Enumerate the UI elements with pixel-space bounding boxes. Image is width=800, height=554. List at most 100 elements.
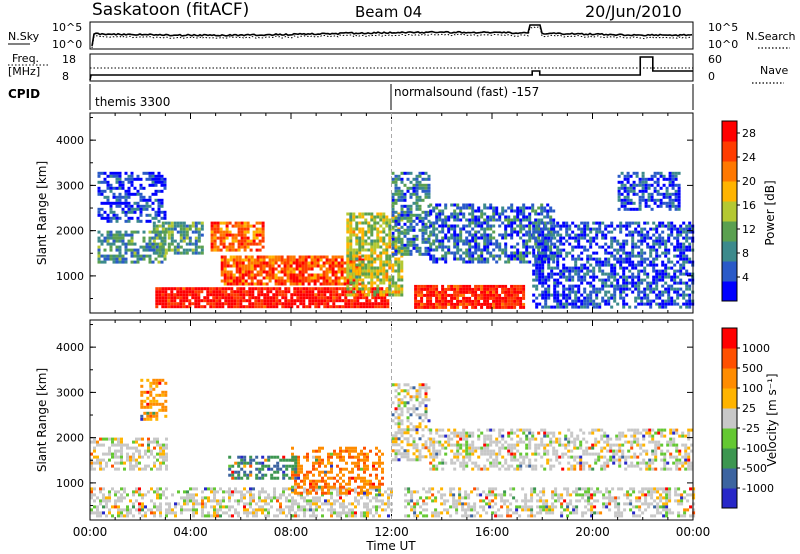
- echo-cell: [338, 287, 342, 291]
- echo-cell: [640, 254, 644, 258]
- echo-cell: [207, 514, 210, 518]
- echo-cell: [577, 239, 581, 243]
- echo-cell: [488, 490, 492, 494]
- echo-cell: [560, 505, 564, 509]
- echo-cell: [382, 221, 386, 225]
- echo-cell: [170, 302, 174, 306]
- echo-cell: [331, 273, 335, 277]
- echo-cell: [488, 487, 492, 491]
- echo-cell: [682, 248, 686, 252]
- echo-cell: [136, 254, 140, 258]
- echo-cell: [522, 302, 526, 306]
- echo-cell: [528, 236, 532, 240]
- echo-cell: [152, 227, 156, 231]
- echo-cell: [167, 227, 171, 231]
- echo-cell: [476, 487, 480, 491]
- echo-cell: [620, 198, 624, 202]
- echo-cell: [513, 245, 517, 249]
- echo-cell: [380, 302, 384, 306]
- echo-cell: [450, 212, 454, 216]
- echo-cell: [362, 305, 366, 309]
- echo-cell: [566, 493, 570, 497]
- echo-cell: [489, 254, 493, 258]
- echo-cell: [421, 189, 425, 193]
- echo-cell: [468, 212, 472, 216]
- echo-cell: [535, 230, 539, 234]
- echo-cell: [486, 233, 490, 237]
- echo-cell: [234, 490, 237, 494]
- echo-cell: [598, 287, 602, 291]
- echo-cell: [236, 296, 240, 300]
- echo-cell: [673, 224, 677, 228]
- echo-cell: [246, 224, 250, 228]
- echo-cell: [685, 257, 689, 261]
- echo-cell: [114, 493, 117, 497]
- echo-cell: [161, 251, 165, 255]
- echo-cell: [170, 221, 174, 225]
- echo-cell: [547, 293, 551, 297]
- echo-cell: [237, 224, 241, 228]
- echo-cell: [353, 287, 357, 291]
- echo-cell: [428, 496, 432, 500]
- echo-cell: [296, 287, 300, 291]
- echo-cell: [412, 234, 416, 238]
- echo-cell: [510, 206, 514, 210]
- echo-cell: [361, 212, 365, 216]
- echo-cell: [551, 511, 555, 515]
- echo-cell: [103, 195, 107, 199]
- echo-cell: [453, 257, 457, 261]
- echo-cell: [452, 499, 456, 503]
- echo-cell: [441, 230, 445, 234]
- echo-cell: [381, 499, 384, 503]
- echo-cell: [557, 499, 561, 503]
- echo-cell: [625, 275, 629, 279]
- echo-cell: [586, 305, 590, 309]
- echo-cell: [649, 263, 653, 267]
- echo-cell: [501, 287, 505, 291]
- echo-cell: [415, 174, 419, 178]
- echo-cell: [309, 499, 312, 503]
- echo-cell: [379, 230, 383, 234]
- echo-cell: [261, 230, 265, 234]
- echo-cell: [550, 254, 554, 258]
- echo-cell: [465, 284, 469, 288]
- echo-cell: [373, 245, 377, 249]
- echo-cell: [218, 296, 222, 300]
- echo-cell: [261, 239, 265, 243]
- echo-cell: [500, 505, 504, 509]
- echo-cell: [130, 216, 134, 220]
- echo-cell: [525, 233, 529, 237]
- echo-cell: [400, 263, 404, 267]
- echo-cell: [412, 213, 416, 217]
- echo-cell: [358, 282, 362, 286]
- echo-cell: [206, 302, 210, 306]
- echo-cell: [676, 269, 680, 273]
- echo-cell: [421, 198, 425, 202]
- echo-cell: [688, 284, 692, 288]
- echo-cell: [631, 248, 635, 252]
- echo-cell: [394, 284, 398, 288]
- echo-cell: [417, 305, 421, 309]
- echo-cell: [387, 514, 390, 518]
- echo-cell: [364, 248, 368, 252]
- echo-cell: [120, 499, 123, 503]
- echo-cell: [495, 299, 499, 303]
- echo-cell: [631, 278, 635, 282]
- echo-cell: [102, 487, 105, 491]
- echo-cell: [369, 511, 372, 515]
- echo-cell: [534, 209, 538, 213]
- echo-cell: [176, 302, 180, 306]
- echo-cell: [295, 282, 299, 286]
- echo-cell: [367, 212, 371, 216]
- echo-cell: [307, 264, 311, 268]
- echo-cell: [580, 305, 584, 309]
- echo-cell: [467, 493, 471, 497]
- echo-cell: [495, 305, 499, 309]
- echo-cell: [571, 290, 575, 294]
- echo-cell: [538, 275, 542, 279]
- echo-cell: [303, 514, 306, 518]
- echo-cell: [473, 502, 477, 506]
- echo-cell: [236, 293, 240, 297]
- echo-cell: [249, 496, 252, 500]
- echo-cell: [377, 305, 381, 309]
